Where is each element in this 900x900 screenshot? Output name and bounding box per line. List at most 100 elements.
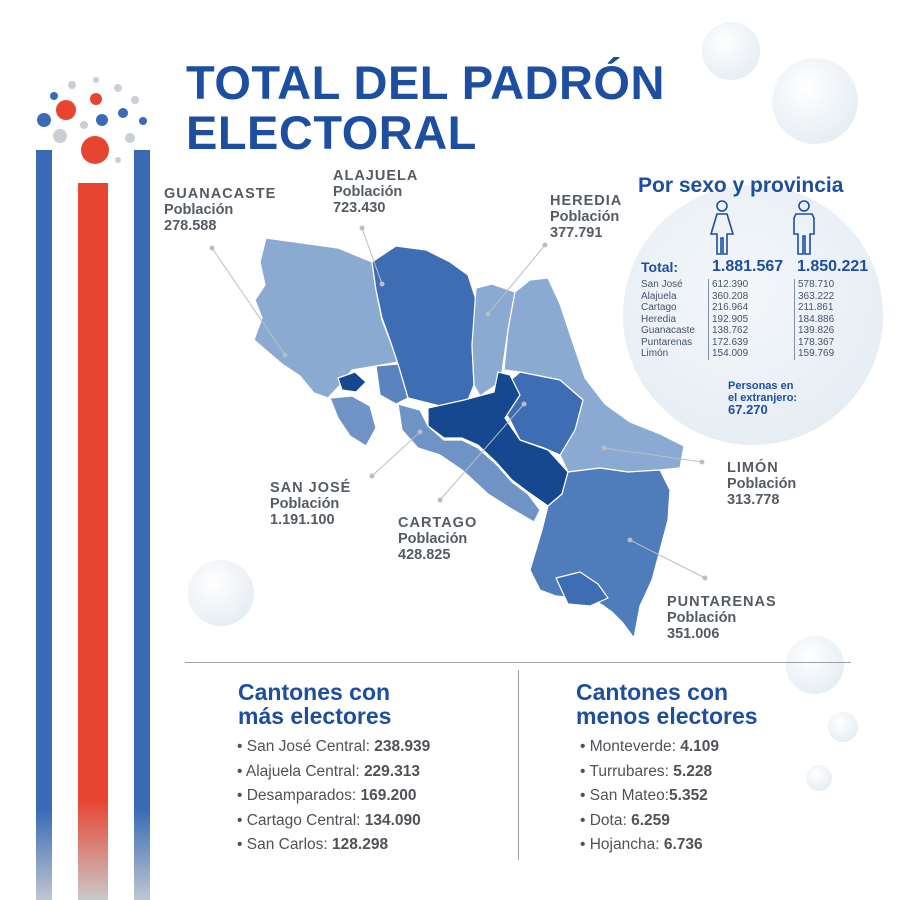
item-name: Dota: [589,811,632,829]
province-name: CARTAGO [398,515,478,531]
province-name: GUANACASTE [164,186,277,202]
list-item: San José Central: 238.939 [237,735,431,760]
horizontal-divider [185,662,851,663]
item-name: San Carlos: [246,836,333,853]
table-row: Heredia 192.905 184.886 [641,313,834,325]
item-value: 5.228 [673,762,713,780]
row-province: Alajuela [641,290,677,302]
table-row: San José 612.390 578.710 [641,279,834,291]
bubble-decor [772,58,858,144]
item-value: 128.298 [332,836,389,853]
abroad-line-2: el extranjero: [728,392,798,404]
blue-stripe-left [36,150,52,900]
province-value: 1.191.100 [270,512,335,528]
item-name: Cartago Central: [246,811,365,829]
item-name: Hojancha: [589,836,664,853]
label-limon: LIMÓN Población 313.778 [727,460,796,508]
province-value: 723.430 [333,200,386,216]
least-title: Cantones con menos electores [576,680,758,728]
item-value: 169.200 [360,787,417,804]
province-guanacaste-peninsula [329,395,377,447]
row-male: 363.222 [794,290,834,302]
label-alajuela: ALAJUELA Población 723.430 [333,168,418,216]
row-province: Guanacaste [641,325,695,336]
item-value: 6.259 [631,811,670,829]
list-item: San Carlos: 128.298 [237,833,430,858]
province-name: SAN JOSÉ [270,480,352,496]
list-item: Desamparados: 169.200 [237,784,430,809]
table-row: Guanacaste 138.762 139.826 [641,325,834,337]
province-label: Población [667,610,737,626]
row-male: 211.861 [794,302,833,314]
item-name: San José Central: [246,738,375,755]
most-title-line-2: más electores [238,703,392,729]
item-name: Turrubares: [589,762,674,780]
table-row: Limón 154.009 159.769 [641,348,834,360]
least-title-line-1: Cantones con [576,679,729,705]
row-female: 612.390 [708,279,794,291]
red-stripe [78,183,108,900]
abroad-block: Personas en el extranjero: 67.270 [728,380,797,416]
stats-circle [623,185,883,445]
total-male: 1.850.221 [797,258,869,275]
most-list: San José Central: 238.939 Alajuela Centr… [237,735,430,858]
item-value: 4.109 [680,738,719,755]
row-male: 178.367 [794,336,834,348]
list-item: Dota: 6.259 [580,809,719,834]
list-item: Turrubares: 5.228 [580,760,719,785]
list-item: San Mateo:5.352 [580,784,719,809]
province-alajuela-west [375,363,409,405]
item-value: 229.313 [363,762,420,780]
province-name: HEREDIA [550,193,623,209]
label-puntarenas: PUNTARENAS Población 351.006 [667,594,777,642]
province-name: LIMÓN [727,460,779,476]
label-guanacaste: GUANACASTE Población 278.588 [164,186,276,234]
province-label: Población [398,531,468,547]
row-female: 192.905 [708,313,794,325]
list-item: Cartago Central: 134.090 [237,809,430,834]
item-value: 238.939 [374,738,431,755]
bubble-decor [786,636,844,694]
nicoya-gulf-island [337,371,367,393]
row-female: 154.009 [708,348,794,360]
row-province: San José [641,279,683,290]
vertical-divider [518,670,519,860]
most-title-line-1: Cantones con [238,679,391,705]
province-name: ALAJUELA [333,168,419,184]
row-province: Limón [641,348,669,359]
osa-peninsula [555,571,609,607]
least-title-line-2: menos electores [576,703,758,729]
male-icon [793,200,815,255]
row-province: Heredia [641,313,677,325]
list-item: Alajuela Central: 229.313 [237,760,430,785]
province-label: Población [270,496,340,512]
female-icon [709,200,735,255]
province-name: PUNTARENAS [667,594,777,610]
row-province: Puntarenas [641,336,693,348]
page-title: TOTAL DEL PADRÓN ELECTORAL [186,58,665,158]
abroad-line-1: Personas en [728,380,794,392]
item-name: Desamparados: [246,787,361,804]
dots-logo [37,77,147,164]
item-value: 134.090 [364,811,421,829]
item-value: 6.736 [663,836,703,853]
least-list: Monteverde: 4.109 Turrubares: 5.228 San … [580,735,719,858]
title-line-1: TOTAL DEL PADRÓN [186,56,665,109]
table-row: Cartago 216.964 211.861 [641,302,834,314]
row-male: 184.886 [794,313,834,325]
item-name: Monteverde: [589,738,681,755]
label-san-jose: SAN JOSÉ Población 1.191.100 [270,480,351,528]
row-province: Cartago [641,302,677,313]
province-puntarenas-north [397,403,541,523]
province-label: Población [333,184,403,200]
most-title: Cantones con más electores [238,680,391,728]
province-value: 351.006 [667,626,720,642]
item-value: 5.352 [669,787,708,804]
item-name: Alajuela Central: [245,762,364,780]
province-value: 428.825 [398,547,451,563]
province-value: 377.791 [550,225,603,241]
item-name: San Mateo: [589,787,670,804]
row-male: 159.769 [794,348,834,360]
total-female: 1.881.567 [712,258,784,275]
